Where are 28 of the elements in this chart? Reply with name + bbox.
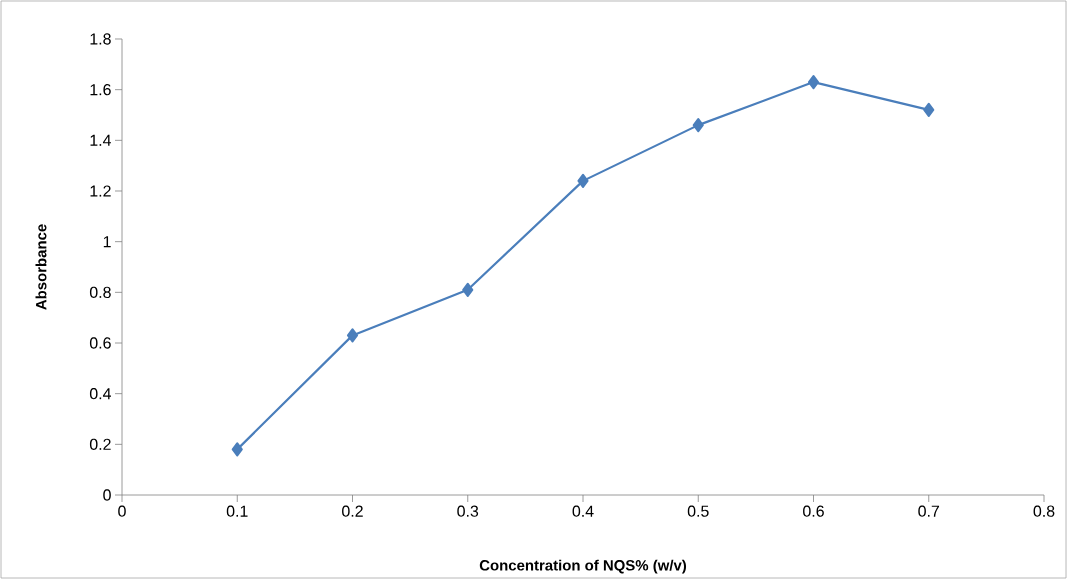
y-axis-title: Absorbance [35,224,47,310]
y-tick-label: 0.2 [89,438,111,450]
y-tick-label: 1.6 [90,84,111,96]
x-tick-label: 0.8 [1033,505,1055,517]
x-tick-label: 0.5 [687,505,709,517]
x-tick-label: 0.1 [226,505,248,517]
x-axis-title: Concentration of NQS% (w/v) [479,559,687,574]
point [462,282,474,297]
y-tick-label: 1.2 [90,185,111,197]
point [577,173,589,188]
point [346,328,359,343]
x-tick-label: 0.6 [803,505,824,517]
x-tick-label: 0.7 [918,505,940,517]
y-tick-label: 1.4 [90,134,111,146]
point [807,74,820,90]
y-tick-label: 0.8 [89,286,111,298]
x-tick-label: 0 [118,505,126,517]
y-tick-label: 0.6 [89,337,111,349]
x-tick-label: 0.2 [342,505,363,517]
point [231,442,243,457]
y-tick-label: 1.8 [90,33,111,45]
point [923,102,935,118]
y-tick-label: 1 [103,236,111,248]
x-tick-label: 0.4 [572,505,594,517]
y-tick-label: 0 [103,489,111,501]
y-tick-label: 0.4 [89,388,111,400]
x-tick-label: 0.3 [457,505,479,517]
point [692,118,704,133]
